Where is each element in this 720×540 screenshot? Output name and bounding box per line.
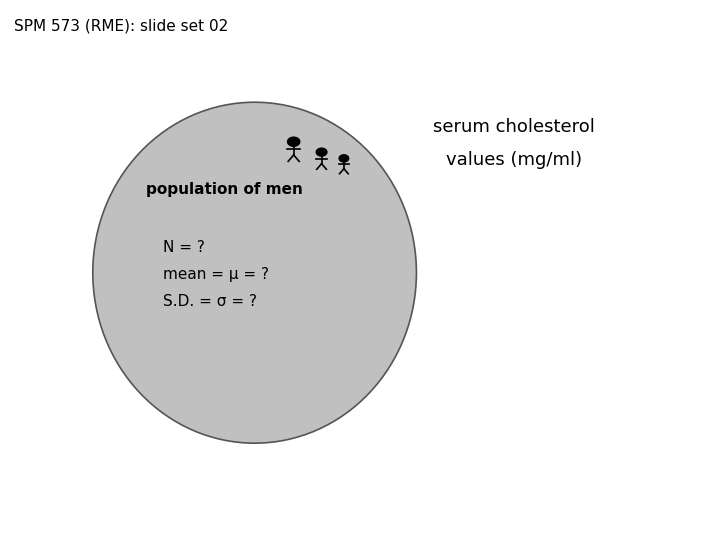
Circle shape (316, 148, 327, 156)
Text: serum cholesterol: serum cholesterol (433, 118, 595, 136)
Text: population of men: population of men (145, 182, 302, 197)
Text: values (mg/ml): values (mg/ml) (446, 151, 582, 170)
Circle shape (287, 137, 300, 146)
Text: SPM 573 (RME): slide set 02: SPM 573 (RME): slide set 02 (14, 19, 229, 34)
Text: S.D. = σ = ?: S.D. = σ = ? (163, 294, 256, 309)
Text: N = ?: N = ? (163, 240, 204, 255)
Text: mean = μ = ?: mean = μ = ? (163, 267, 269, 282)
Circle shape (339, 155, 348, 162)
Ellipse shape (93, 102, 416, 443)
